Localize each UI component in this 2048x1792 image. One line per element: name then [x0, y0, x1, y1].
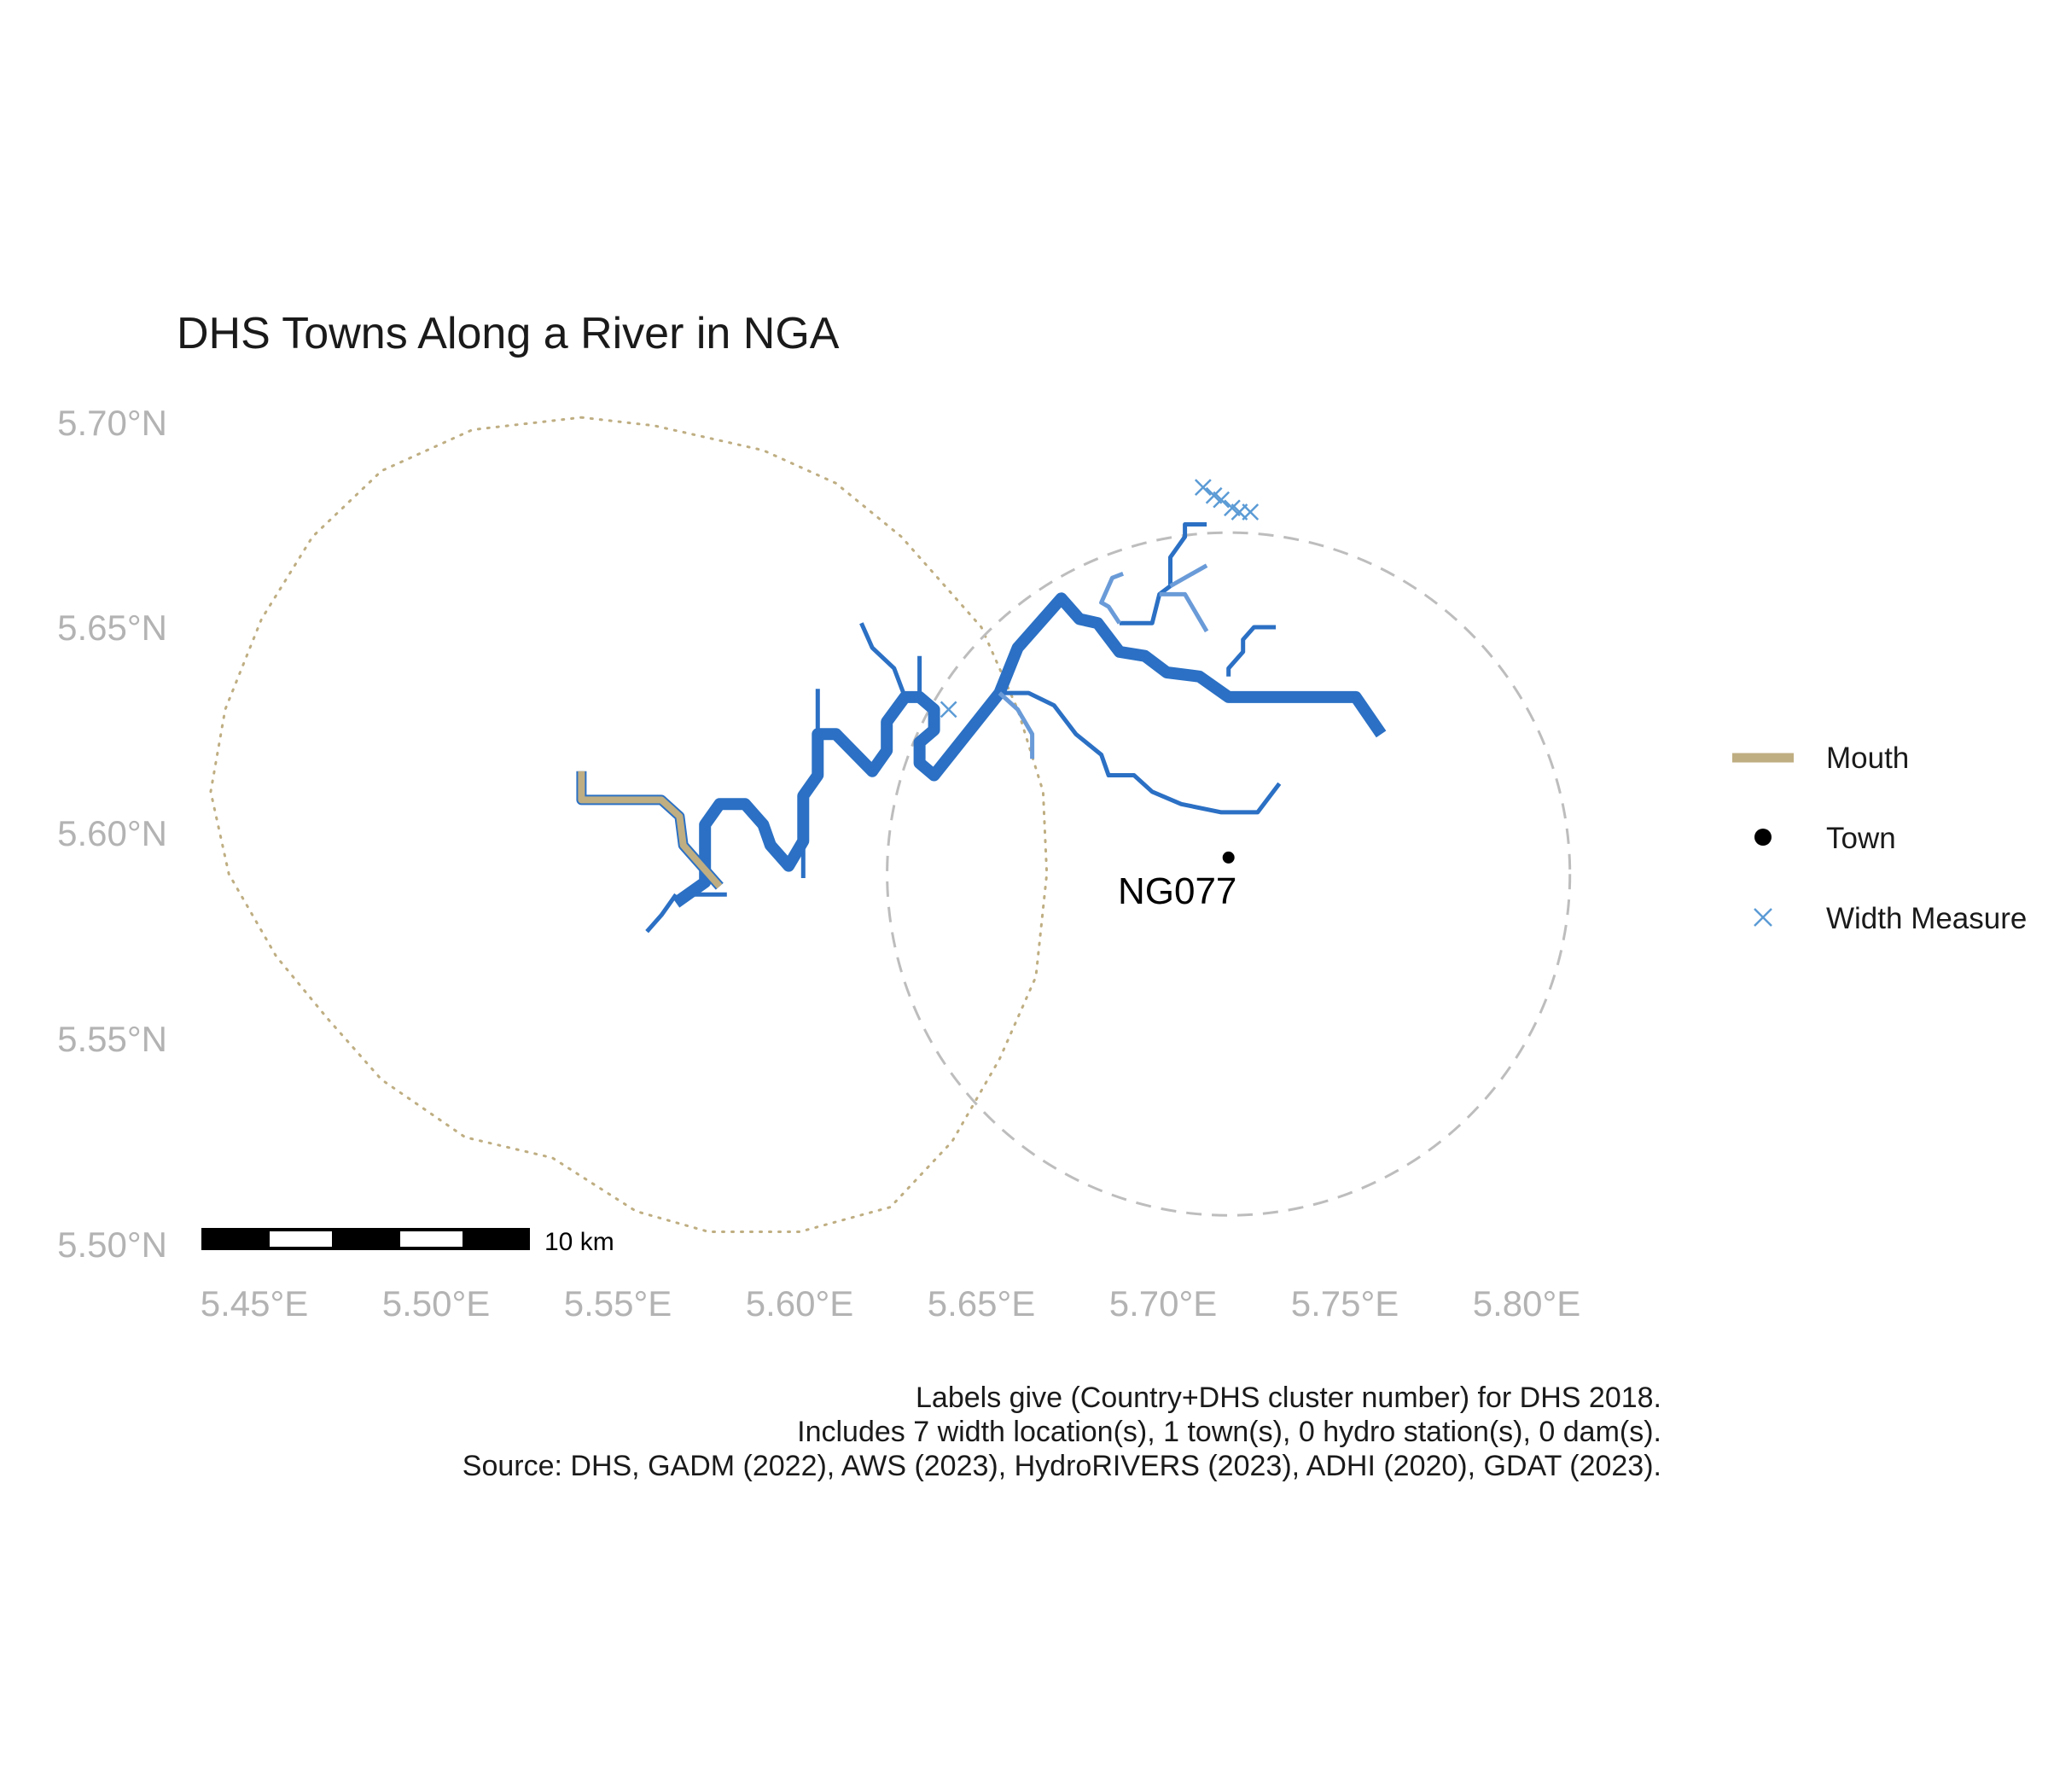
caption-line-3: Source: DHS, GADM (2022), AWS (2023), Hy… — [463, 1450, 1661, 1482]
x-tick-label: 5.80°E — [1473, 1283, 1581, 1324]
y-tick-label: 5.60°N — [57, 813, 167, 853]
river-segment — [1169, 563, 1208, 588]
width-measure-marker[interactable] — [940, 701, 957, 719]
legend-label-town: Town — [1826, 822, 1896, 855]
y-axis: 5.70°N 5.65°N 5.60°N 5.55°N 5.50°N — [57, 403, 167, 1265]
width-measure-marker[interactable] — [1194, 479, 1212, 497]
legend-label-mouth: Mouth — [1826, 742, 1909, 775]
legend-town-swatch — [1754, 829, 1772, 846]
x-tick-label: 5.60°E — [746, 1283, 854, 1324]
y-tick-label: 5.65°N — [57, 608, 167, 648]
river-segment — [999, 690, 1282, 815]
town-label: NG077 — [1118, 870, 1236, 912]
width-measure-marker[interactable] — [1213, 491, 1231, 509]
y-tick-label: 5.50°N — [57, 1225, 167, 1265]
x-tick-label: 5.70°E — [1109, 1283, 1218, 1324]
river-mouth-layer — [576, 771, 724, 890]
mouth-buffer-outline — [209, 416, 1049, 1233]
scale-bar-segment — [400, 1231, 463, 1247]
town-point[interactable] — [1222, 851, 1235, 864]
map-panel: NG077 — [209, 416, 1572, 1233]
x-tick-label: 5.75°E — [1291, 1283, 1399, 1324]
river-segment — [1099, 571, 1124, 625]
caption-line-2: Includes 7 width location(s), 1 town(s),… — [797, 1416, 1661, 1448]
river-segment — [645, 893, 678, 934]
scale-bar-segment — [270, 1231, 332, 1247]
y-tick-label: 5.55°N — [57, 1019, 167, 1059]
river-segment — [1159, 591, 1209, 633]
mouth-segment — [578, 771, 723, 889]
width-measure-layer — [940, 479, 1260, 719]
river-segment — [672, 592, 1387, 908]
mouth-segment-casing — [576, 771, 724, 890]
river-segment — [1226, 625, 1277, 677]
scale-bar-label: 10 km — [544, 1228, 614, 1256]
caption: Labels give (Country+DHS cluster number)… — [463, 1382, 1661, 1482]
river-segment — [998, 691, 1035, 759]
caption-line-1: Labels give (Country+DHS cluster number)… — [916, 1382, 1661, 1414]
scale-bar-frame — [201, 1228, 530, 1250]
legend: Mouth Town Width Measure — [1732, 742, 2027, 935]
x-axis: 5.45°E 5.50°E 5.55°E 5.60°E 5.65°E 5.70°… — [201, 1283, 1581, 1324]
legend-width-measure-swatch — [1754, 908, 1772, 927]
x-tick-label: 5.55°E — [564, 1283, 672, 1324]
river-network — [645, 522, 1387, 934]
x-tick-label: 5.65°E — [928, 1283, 1036, 1324]
map-title: DHS Towns Along a River in NGA — [177, 309, 840, 358]
scale-bar: 10 km — [201, 1228, 614, 1256]
river-segment — [859, 622, 907, 698]
x-tick-label: 5.50°E — [382, 1283, 491, 1324]
y-tick-label: 5.70°N — [57, 403, 167, 443]
x-tick-label: 5.45°E — [201, 1283, 309, 1324]
river-segment — [1119, 522, 1207, 625]
town-buffer-circle — [886, 531, 1572, 1217]
legend-label-width-measure: Width Measure — [1826, 902, 2027, 935]
width-measure-marker[interactable] — [1242, 503, 1260, 521]
